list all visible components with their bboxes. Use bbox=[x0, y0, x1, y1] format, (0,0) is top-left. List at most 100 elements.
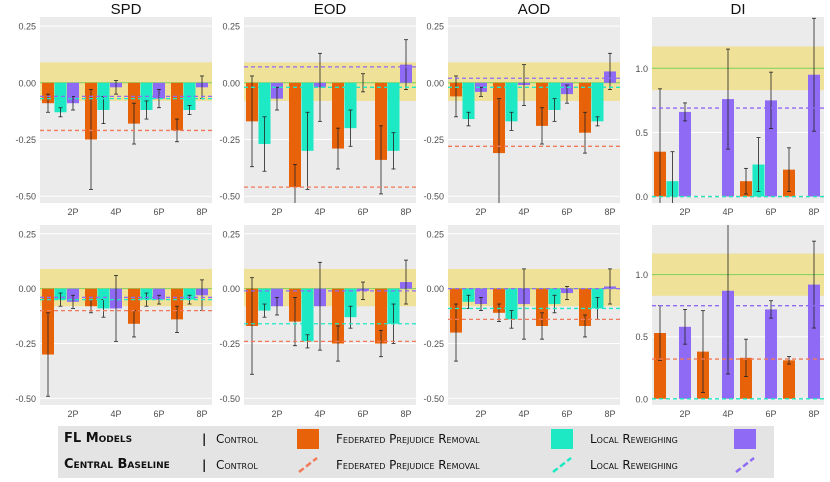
bar-prejudice-4p bbox=[505, 82, 518, 122]
legend-label-local-reweighing: Local Reweighing bbox=[590, 432, 678, 446]
bar-prejudice-2p bbox=[258, 82, 271, 145]
x-tick-label: 4P bbox=[314, 409, 325, 419]
y-tick-label: -0.50 bbox=[15, 394, 36, 404]
x-tick-label: 8P bbox=[196, 409, 207, 419]
x-tick-label: 8P bbox=[196, 207, 207, 217]
x-tick-label: 2P bbox=[67, 207, 78, 217]
x-tick-label: 6P bbox=[153, 409, 164, 419]
legend-swatch-prejudice-removal bbox=[551, 429, 573, 449]
y-tick-label: 0.25 bbox=[426, 229, 444, 239]
bar-prejudice-2p bbox=[462, 82, 475, 120]
bar-reweighing-2p bbox=[679, 111, 691, 197]
fairness-band bbox=[448, 62, 620, 101]
bar-reweighing-2p bbox=[679, 326, 691, 399]
panel-background bbox=[40, 225, 212, 405]
panel-background bbox=[448, 225, 620, 405]
panel-spd-row2: 0.25 0.00 -0.25 -0.50 2P 4P 6P 8P bbox=[15, 225, 212, 419]
panel-eod-row1: 0.25 0.00 -0.25 -0.50 2P 4P 6P 8P bbox=[219, 17, 416, 217]
y-tick-label: 0.25 bbox=[222, 22, 240, 32]
panel-background bbox=[652, 17, 824, 203]
bar-control-6p bbox=[332, 82, 344, 149]
y-tick-label: -0.50 bbox=[15, 192, 36, 202]
legend-header-fl-models: FL Models bbox=[64, 431, 133, 446]
bar-prejudice-6p bbox=[344, 288, 357, 318]
x-tick-label: 4P bbox=[518, 409, 529, 419]
x-tick-label: 4P bbox=[722, 207, 733, 217]
x-tick-label: 2P bbox=[271, 207, 282, 217]
bar-control-8p bbox=[375, 82, 387, 160]
x-tick-label: 8P bbox=[604, 207, 615, 217]
y-tick-label: -0.50 bbox=[423, 192, 444, 202]
y-tick-label: 0.0 bbox=[635, 192, 648, 202]
y-tick-label: -0.25 bbox=[423, 339, 444, 349]
x-tick-label: 6P bbox=[357, 207, 368, 217]
panel-title-spd: SPD bbox=[111, 1, 142, 18]
bar-control-8p bbox=[375, 288, 387, 344]
bar-prejudice-6p bbox=[344, 82, 357, 129]
panel-background bbox=[448, 17, 620, 203]
x-tick-label: 4P bbox=[314, 207, 325, 217]
bar-prejudice-6p bbox=[548, 82, 561, 110]
x-tick-label: 2P bbox=[679, 409, 690, 419]
bar-reweighing-6p bbox=[765, 100, 777, 197]
legend-separator: | bbox=[202, 432, 207, 446]
y-tick-label: -0.25 bbox=[423, 135, 444, 145]
legend-dash-prejudice-removal bbox=[552, 457, 572, 473]
x-tick-label: 6P bbox=[765, 207, 776, 217]
x-tick-label: 6P bbox=[561, 409, 572, 419]
y-tick-label: -0.25 bbox=[219, 339, 240, 349]
legend-label-control-baseline: Control bbox=[216, 458, 258, 472]
x-tick-label: 8P bbox=[400, 409, 411, 419]
legend-row-fl-models: FL Models | Control Federated Prejudice … bbox=[58, 426, 774, 452]
legend: FL Models | Control Federated Prejudice … bbox=[58, 426, 774, 478]
legend-separator: | bbox=[202, 458, 207, 472]
x-tick-label: 8P bbox=[400, 207, 411, 217]
bar-prejudice-2p bbox=[258, 288, 271, 311]
y-tick-label: 0.00 bbox=[18, 284, 36, 294]
x-tick-label: 6P bbox=[357, 409, 368, 419]
x-tick-label: 6P bbox=[561, 207, 572, 217]
panel-di-row2: 1.0 0.5 0.0 2P 4P 6P 8P bbox=[635, 225, 824, 419]
bar-prejudice-4p bbox=[97, 288, 110, 309]
x-tick-label: 8P bbox=[808, 409, 819, 419]
bar-control-6p bbox=[332, 288, 344, 344]
bar-control-4p bbox=[493, 288, 505, 313]
bar-control-8p bbox=[579, 288, 591, 326]
x-tick-label: 4P bbox=[110, 409, 121, 419]
y-tick-label: 0.5 bbox=[635, 332, 648, 342]
x-tick-label: 2P bbox=[475, 207, 486, 217]
bar-reweighing-2p bbox=[475, 288, 487, 305]
bar-control-6p bbox=[536, 288, 548, 326]
y-tick-label: -0.50 bbox=[219, 394, 240, 404]
y-tick-label: 1.0 bbox=[635, 64, 648, 74]
panel-aod-row1: 0.25 0.00 -0.25 -0.50 2P 4P 6P 8P bbox=[423, 17, 620, 217]
x-tick-label: 2P bbox=[679, 207, 690, 217]
bar-prejudice-8p bbox=[387, 82, 400, 151]
panel-title-eod: EOD bbox=[314, 1, 347, 18]
y-tick-label: 0.5 bbox=[635, 128, 648, 138]
legend-row-central-baseline: Central Baseline | Control Federated Pre… bbox=[58, 452, 774, 478]
fairness-band bbox=[40, 268, 212, 307]
y-tick-label: -0.50 bbox=[423, 394, 444, 404]
panel-aod-row2: 0.25 0.00 -0.25 -0.50 2P 4P 6P 8P bbox=[423, 225, 620, 419]
legend-label-control: Control bbox=[216, 432, 258, 446]
bar-control-8p bbox=[171, 82, 183, 131]
legend-dash-local-reweighing bbox=[735, 457, 755, 473]
y-tick-label: -0.25 bbox=[15, 135, 36, 145]
bar-control-6p bbox=[536, 82, 548, 126]
panel-background bbox=[244, 225, 416, 405]
y-tick-label: 0.25 bbox=[426, 22, 444, 32]
bar-control-4p bbox=[289, 82, 301, 188]
bar-control-8p bbox=[579, 82, 591, 133]
panel-title-aod: AOD bbox=[518, 1, 551, 18]
x-tick-label: 4P bbox=[518, 207, 529, 217]
x-tick-label: 2P bbox=[475, 409, 486, 419]
y-tick-label: 0.00 bbox=[18, 78, 36, 88]
legend-label-prejudice-removal-baseline: Federated Prejudice Removal bbox=[336, 458, 480, 472]
x-tick-label: 6P bbox=[153, 207, 164, 217]
panel-spd-row1: 0.25 0.00 -0.25 -0.50 2P 4P 6P 8P bbox=[15, 17, 212, 217]
y-tick-label: 0.00 bbox=[426, 284, 444, 294]
legend-label-prejudice-removal: Federated Prejudice Removal bbox=[336, 432, 480, 446]
y-tick-label: 1.0 bbox=[635, 270, 648, 280]
y-tick-label: -0.25 bbox=[15, 339, 36, 349]
